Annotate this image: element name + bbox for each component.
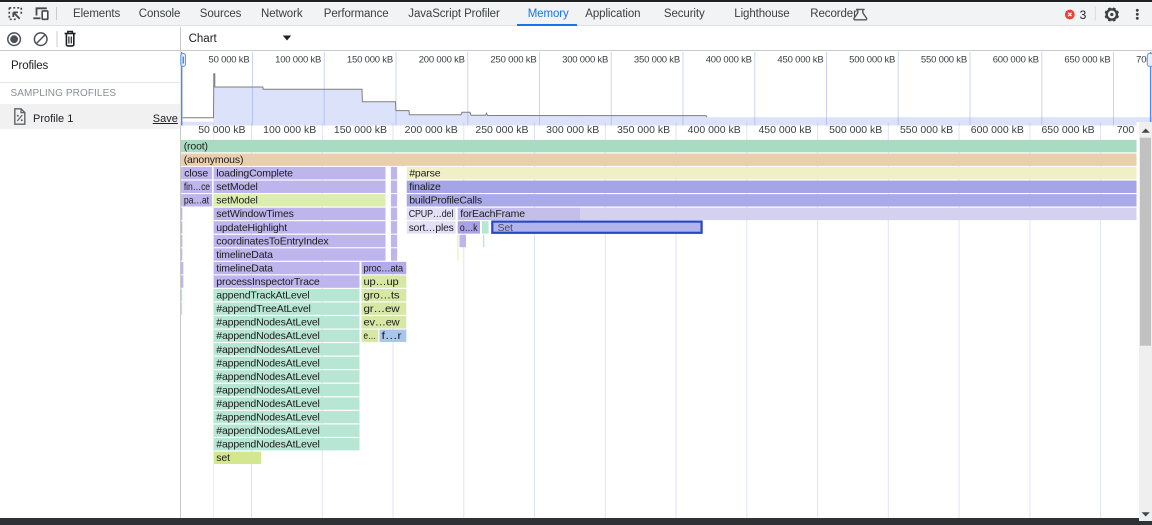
- svg-text:(anonymous): (anonymous): [184, 154, 244, 166]
- svg-text:150 000 kB: 150 000 kB: [334, 124, 387, 136]
- svg-text:#parse: #parse: [409, 168, 441, 180]
- svg-text:appendTrackAtLevel: appendTrackAtLevel: [216, 290, 309, 302]
- svg-text:450 000 kB: 450 000 kB: [777, 54, 823, 65]
- svg-text:100 000 kB: 100 000 kB: [275, 54, 321, 65]
- svg-text:#appendNodesAtLevel: #appendNodesAtLevel: [216, 398, 319, 410]
- svg-text:coordinatesToEntryIndex: coordinatesToEntryIndex: [216, 235, 329, 247]
- svg-text:finalize: finalize: [409, 181, 441, 193]
- svg-text:proc…ata: proc…ata: [364, 263, 404, 275]
- svg-text:updateHighlight: updateHighlight: [216, 222, 287, 234]
- svg-text:loadingComplete: loadingComplete: [216, 168, 293, 180]
- svg-text:650 000 kB: 650 000 kB: [1064, 54, 1110, 65]
- svg-text:400 000 kB: 400 000 kB: [688, 124, 741, 136]
- svg-text:#appendNodesAtLevel: #appendNodesAtLevel: [216, 371, 319, 383]
- svg-text:500 000 kB: 500 000 kB: [829, 124, 882, 136]
- svg-text:100 000 kB: 100 000 kB: [263, 124, 316, 136]
- svg-text:Set: Set: [498, 222, 514, 234]
- svg-text:fin…ce: fin…ce: [184, 181, 210, 193]
- svg-text:#appendNodesAtLevel: #appendNodesAtLevel: [216, 357, 319, 369]
- svg-text:150 000 kB: 150 000 kB: [347, 54, 393, 65]
- svg-text:400 000 kB: 400 000 kB: [706, 54, 752, 65]
- svg-text:200 000 kB: 200 000 kB: [419, 54, 465, 65]
- svg-text:timelineData: timelineData: [216, 249, 273, 261]
- svg-text:ev…ew: ev…ew: [364, 317, 401, 329]
- svg-text:250 000 kB: 250 000 kB: [475, 124, 528, 136]
- svg-text:#appendTreeAtLevel: #appendTreeAtLevel: [216, 303, 310, 315]
- svg-text:550 000 kB: 550 000 kB: [900, 124, 953, 136]
- svg-text:processInspectorTrace: processInspectorTrace: [216, 276, 320, 288]
- svg-text:#appendNodesAtLevel: #appendNodesAtLevel: [216, 330, 319, 342]
- svg-text:450 000 kB: 450 000 kB: [758, 124, 811, 136]
- svg-text:50 000 kB: 50 000 kB: [209, 54, 250, 65]
- svg-text:350 000 kB: 350 000 kB: [634, 54, 680, 65]
- svg-text:(root): (root): [184, 141, 208, 153]
- svg-text:550 000 kB: 550 000 kB: [921, 54, 967, 65]
- svg-text:650 000 kB: 650 000 kB: [1041, 124, 1094, 136]
- svg-text:setWindowTimes: setWindowTimes: [216, 208, 293, 220]
- svg-text:gro…ts: gro…ts: [364, 290, 400, 302]
- svg-text:#appendNodesAtLevel: #appendNodesAtLevel: [216, 439, 319, 451]
- svg-text:setModel: setModel: [216, 181, 257, 193]
- svg-text:close: close: [184, 168, 208, 180]
- svg-text:o…k: o…k: [460, 222, 478, 234]
- svg-text:e…: e…: [364, 330, 377, 342]
- svg-text:600 000 kB: 600 000 kB: [993, 54, 1039, 65]
- svg-text:300 000 kB: 300 000 kB: [562, 54, 608, 65]
- svg-text:#appendNodesAtLevel: #appendNodesAtLevel: [216, 384, 319, 396]
- svg-text:700 000 kB: 700 000 kB: [1136, 54, 1152, 65]
- svg-text:gr…ew: gr…ew: [364, 303, 401, 315]
- svg-text:pa…at: pa…at: [184, 195, 209, 207]
- svg-text:set: set: [216, 452, 230, 464]
- svg-text:timelineData: timelineData: [216, 263, 273, 275]
- svg-text:setModel: setModel: [216, 195, 257, 207]
- svg-text:#appendNodesAtLevel: #appendNodesAtLevel: [216, 425, 319, 437]
- svg-text:forEachFrame: forEachFrame: [460, 208, 525, 220]
- svg-text:CPUP…del: CPUP…del: [409, 208, 454, 220]
- svg-text:sort…ples: sort…ples: [409, 222, 454, 234]
- svg-text:3: 3: [1080, 8, 1087, 22]
- svg-text:50 000 kB: 50 000 kB: [198, 124, 245, 136]
- svg-text:300 000 kB: 300 000 kB: [546, 124, 599, 136]
- svg-text:250 000 kB: 250 000 kB: [490, 54, 536, 65]
- svg-text:up…up: up…up: [364, 276, 399, 288]
- svg-text:200 000 kB: 200 000 kB: [405, 124, 458, 136]
- svg-text:600 000 kB: 600 000 kB: [971, 124, 1024, 136]
- svg-text:350 000 kB: 350 000 kB: [617, 124, 670, 136]
- svg-text:f…r: f…r: [382, 330, 403, 342]
- svg-text:#appendNodesAtLevel: #appendNodesAtLevel: [216, 344, 319, 356]
- svg-text:buildProfileCalls: buildProfileCalls: [409, 195, 482, 207]
- svg-text:#appendNodesAtLevel: #appendNodesAtLevel: [216, 412, 319, 424]
- svg-text:500 000 kB: 500 000 kB: [849, 54, 895, 65]
- svg-text:#appendNodesAtLevel: #appendNodesAtLevel: [216, 317, 319, 329]
